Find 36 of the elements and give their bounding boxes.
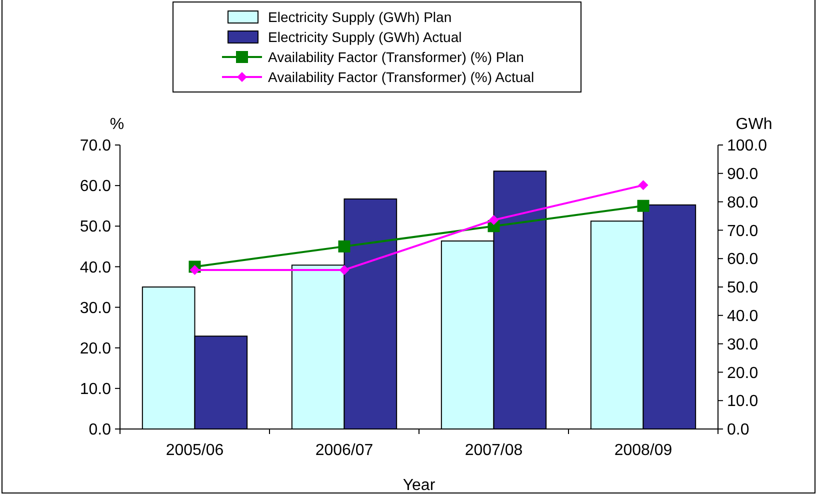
point (638, 180, 648, 190)
y2-tick-label: 60.0 (727, 251, 758, 268)
y2-tick-label: 0.0 (727, 422, 750, 439)
y-tick-label: 60.0 (80, 178, 112, 196)
legend-label: Availability Factor (Transformer) (%) Actual (268, 68, 534, 85)
legend-label: Electricity Supply (GWh) Plan (268, 8, 452, 25)
y2-tick-label: 100.0 (727, 138, 768, 155)
y-axis-title: % (110, 116, 124, 133)
y2-tick-label: 20.0 (727, 364, 758, 382)
y2-tick-label: 10.0 (727, 393, 758, 410)
point (338, 240, 350, 252)
y-tick-label: 50.0 (80, 218, 112, 236)
legend-label: Electricity Supply (GWh) Actual (268, 28, 462, 45)
x-tick-label: 2005/06 (166, 442, 224, 459)
y2-tick-label: 90.0 (727, 166, 758, 183)
y2-axis-title: GWh (736, 116, 772, 133)
point (488, 215, 499, 226)
y2-tick-label: 70.0 (727, 222, 758, 240)
y2-tick-label: 30.0 (727, 336, 758, 354)
point (339, 264, 350, 275)
x-tick-label: 2008/09 (614, 442, 672, 459)
y-tick-label: 70.0 (80, 138, 112, 155)
point (637, 200, 650, 212)
y-tick-label: 20.0 (80, 340, 112, 358)
y-tick-label: 30.0 (80, 300, 112, 317)
y2-tick-label: 40.0 (727, 308, 758, 325)
y2-tick-label: 50.0 (727, 280, 758, 297)
x-axis-title: Year (402, 477, 436, 494)
legend-label: Availability Factor (Transformer) (%) Plan (268, 48, 524, 65)
y-tick-label: 10.0 (80, 381, 112, 398)
point (190, 264, 200, 275)
x-tick-label: 2006/07 (315, 442, 374, 459)
y-tick-label: 0.0 (88, 422, 112, 439)
y2-tick-label: 80.0 (727, 194, 758, 212)
x-tick-label: 2007/08 (464, 442, 523, 459)
y-tick-label: 40.0 (80, 259, 112, 276)
